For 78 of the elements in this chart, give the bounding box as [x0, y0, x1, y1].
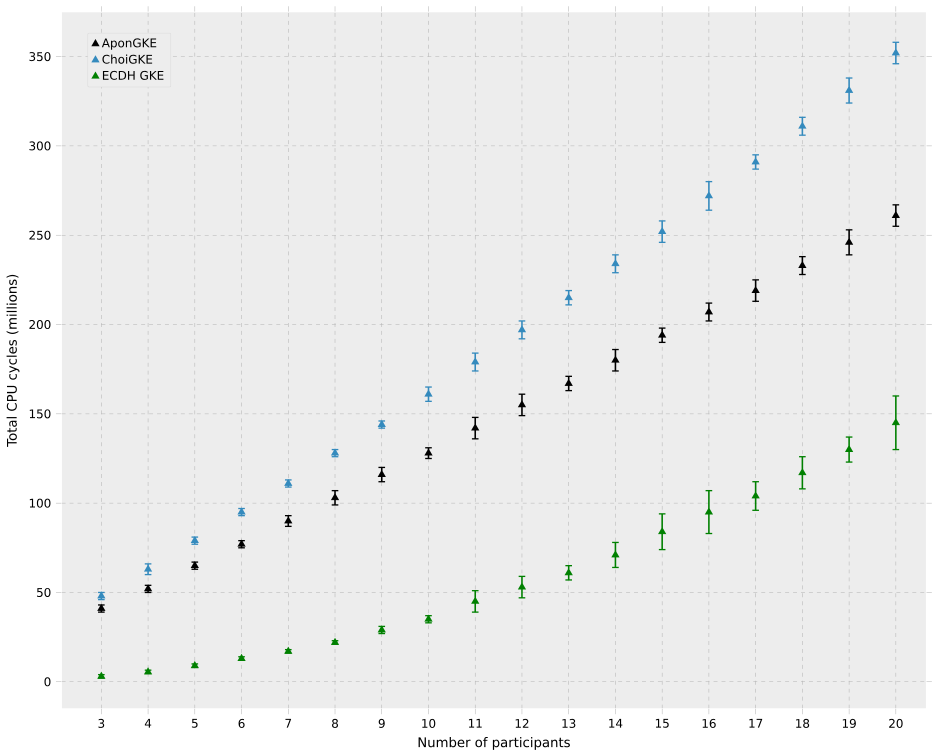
x-tick-label: 12	[516, 718, 528, 728]
x-tick-label: 5	[192, 718, 198, 728]
point	[845, 444, 854, 452]
point	[704, 191, 713, 198]
point	[424, 448, 432, 456]
point	[892, 48, 900, 56]
point	[845, 86, 854, 93]
legend-label: ECDH GKE	[102, 70, 164, 80]
point	[97, 672, 106, 679]
y-tick-label: 150	[30, 409, 50, 418]
point	[704, 507, 713, 514]
point	[331, 638, 339, 645]
point	[564, 568, 573, 576]
point	[238, 540, 246, 546]
point	[658, 227, 666, 234]
point	[284, 478, 292, 486]
x-tick-label: 15	[656, 718, 669, 728]
point	[144, 667, 152, 674]
point	[798, 122, 806, 129]
x-tick-label: 17	[749, 718, 762, 728]
legend-label: ChoiGKE	[102, 54, 152, 64]
point	[97, 604, 106, 611]
point	[658, 330, 666, 338]
point	[518, 325, 526, 332]
point	[144, 584, 152, 592]
y-tick-label: 200	[29, 320, 50, 329]
x-tick-label: 19	[842, 718, 856, 728]
x-tick-label: 11	[468, 718, 482, 728]
x-tick-label: 13	[562, 718, 576, 728]
point	[518, 400, 526, 408]
point	[564, 293, 573, 300]
point	[190, 661, 199, 668]
y-tick-label: 350	[29, 52, 50, 61]
point	[798, 260, 806, 268]
point	[284, 646, 292, 654]
point	[611, 550, 620, 558]
x-tick-label: 14	[609, 718, 622, 728]
x-tick-label: 4	[144, 718, 152, 728]
point	[658, 527, 666, 534]
point	[331, 493, 339, 500]
point	[845, 238, 854, 245]
x-tick-label: 6	[238, 718, 245, 728]
x-tick-label: 20	[889, 718, 903, 728]
x-tick-label: 18	[796, 718, 810, 728]
point	[378, 420, 386, 427]
point	[238, 654, 246, 661]
y-tick-label: 50	[37, 588, 50, 597]
point	[190, 536, 199, 543]
y-tick-label: 100	[30, 498, 50, 508]
point	[798, 468, 806, 476]
point	[190, 561, 199, 568]
y-tick-label: 0	[44, 677, 50, 686]
point	[892, 418, 900, 426]
point	[611, 356, 620, 363]
point	[704, 307, 713, 314]
point	[892, 210, 900, 218]
point	[238, 507, 246, 514]
x-tick-label: 10	[422, 718, 436, 728]
legend-label: AponGKE	[102, 38, 156, 50]
point	[378, 625, 386, 632]
x-tick-label: 3	[98, 718, 104, 728]
x-tick-label: 8	[332, 718, 338, 728]
y-axis-title: Total CPU cycles (millions)	[6, 274, 20, 447]
x-tick-label: 9	[378, 718, 385, 728]
point	[518, 582, 526, 590]
y-tick-label: 250	[29, 230, 50, 240]
x-axis-title: Number of participants	[418, 736, 570, 750]
point	[97, 591, 106, 598]
point	[752, 491, 760, 498]
point	[424, 390, 432, 396]
x-tick-label: 16	[702, 718, 716, 728]
point	[331, 448, 339, 456]
point	[752, 157, 760, 164]
point	[144, 564, 152, 572]
x-tick-label: 7	[285, 718, 292, 728]
y-tick-label: 300	[29, 141, 50, 150]
point	[752, 286, 760, 293]
point	[611, 259, 620, 266]
